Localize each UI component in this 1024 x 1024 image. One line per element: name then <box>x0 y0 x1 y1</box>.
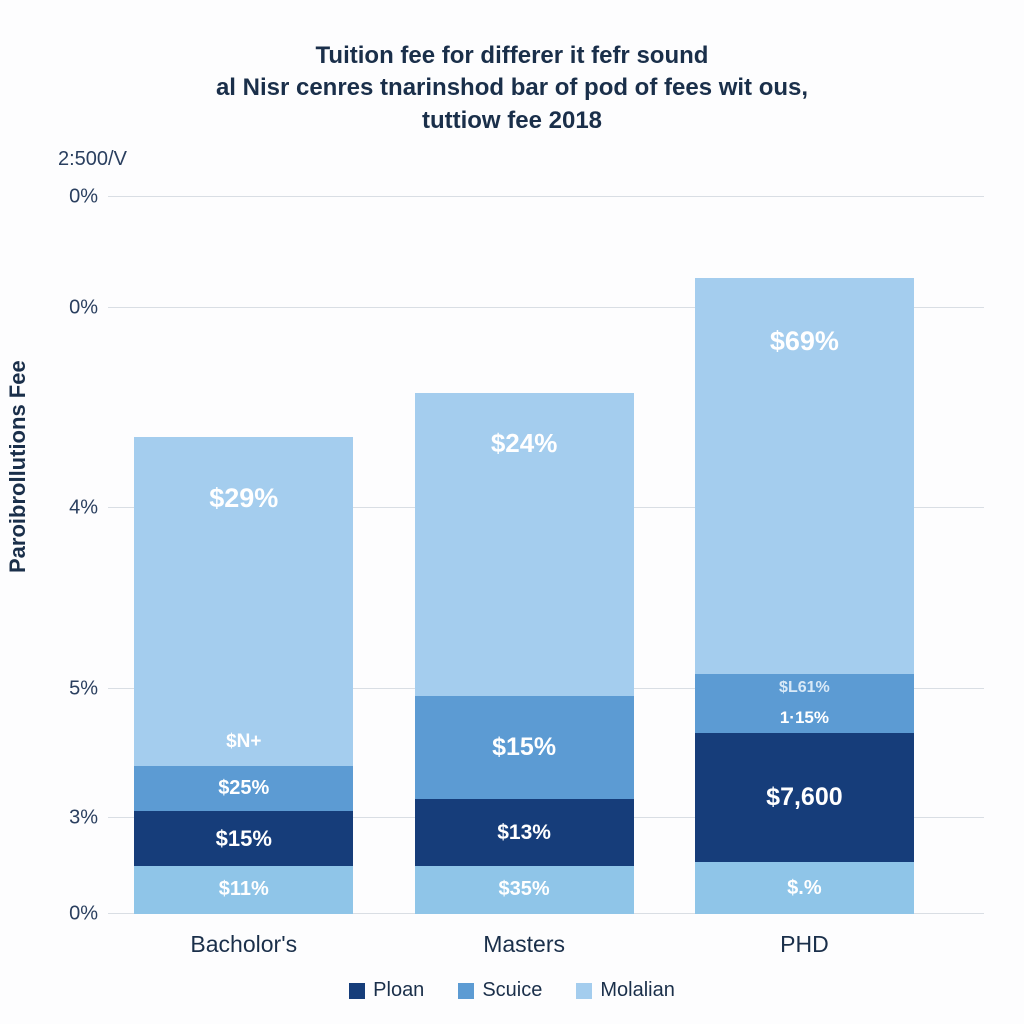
segment-label: $35% <box>499 878 550 901</box>
segment-label: 1·15% <box>780 708 829 728</box>
bar-segment: $15% <box>415 696 634 799</box>
y-tick-label: 5% <box>48 677 98 700</box>
legend-label: Molalian <box>600 979 674 1002</box>
bar-segment: $29% $N+ <box>134 437 353 766</box>
plot-area: 0%3%5%4%0%0%$11%$15%$25%$29%$N+Bacholor'… <box>108 175 984 914</box>
bar-segment: $25% <box>134 766 353 810</box>
y-tick-label: 0% <box>48 297 98 320</box>
legend-item: Scuice <box>458 979 542 1002</box>
corner-label: 2:500/V <box>58 148 127 171</box>
gridline <box>108 196 984 197</box>
y-tick-label: 4% <box>48 496 98 519</box>
title-line-3: tuttiow fee 2018 <box>422 107 602 134</box>
bar-group-masters: $35%$13%$15%$24%Masters <box>415 393 634 914</box>
bar-segment: $35% <box>415 866 634 914</box>
segment-label: $29% <box>209 483 278 514</box>
legend-swatch <box>349 983 365 999</box>
bar-group-phd: $.%$7,600$L61%1·15%$69%PHD <box>695 278 914 914</box>
segment-label: $7,600 <box>766 783 842 812</box>
segment-label: $11% <box>219 878 269 901</box>
bar-segment: $69% <box>695 278 914 673</box>
bar-segment: $7,600 <box>695 733 914 862</box>
segment-label: $.% <box>787 877 821 900</box>
y-tick-label: 0% <box>48 186 98 209</box>
x-tick-label: Bacholor's <box>190 931 297 958</box>
legend-swatch <box>458 983 474 999</box>
bar-segment: $15% <box>134 811 353 866</box>
y-tick-label: 3% <box>48 806 98 829</box>
x-tick-label: PHD <box>780 931 829 958</box>
legend-item: Molalian <box>576 979 674 1002</box>
legend-label: Scuice <box>482 979 542 1002</box>
segment-label: $69% <box>770 326 839 357</box>
segment-label: $24% <box>491 429 558 459</box>
title-line-2: al Nisr cenres tnarinshod bar of pod of … <box>216 74 808 101</box>
segment-label: $13% <box>497 821 551 845</box>
chart-title: Tuition fee for differer it fefr sound a… <box>152 40 872 137</box>
segment-sublabel: $N+ <box>226 731 261 753</box>
legend-item: Ploan <box>349 979 424 1002</box>
x-tick-label: Masters <box>483 931 565 958</box>
bar-group-bacholors: $11%$15%$25%$29%$N+Bacholor's <box>134 437 353 914</box>
title-line-1: Tuition fee for differer it fefr sound <box>316 42 709 69</box>
bar-segment: $11% <box>134 866 353 914</box>
bar-segment: $L61% 1·15% <box>695 674 914 733</box>
bar-segment: $13% <box>415 799 634 866</box>
legend-label: Ploan <box>373 979 424 1002</box>
bar-segment: $.% <box>695 862 914 914</box>
legend-swatch <box>576 983 592 999</box>
segment-label: $15% <box>492 733 556 762</box>
segment-label: $L61% <box>779 679 830 697</box>
bar-segment: $24% <box>415 393 634 696</box>
chart-container: Tuition fee for differer it fefr sound a… <box>0 0 1024 1024</box>
y-axis-label: Paroibrollutions Fee <box>5 361 31 574</box>
segment-label: $15% <box>216 826 272 851</box>
legend: Ploan Scuice Molalian <box>0 979 1024 1002</box>
segment-label: $25% <box>218 777 269 800</box>
y-tick-label: 0% <box>48 903 98 926</box>
